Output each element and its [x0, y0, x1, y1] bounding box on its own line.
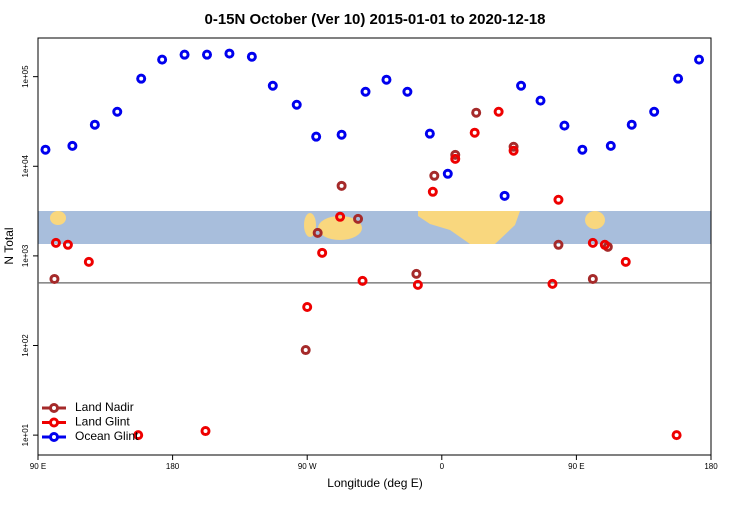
- x-tick-label: 90 W: [298, 462, 317, 471]
- point: [381, 74, 392, 85]
- point: [317, 247, 328, 258]
- point: [157, 54, 168, 65]
- x-tick-label: 90 E: [30, 462, 46, 471]
- point: [224, 48, 235, 59]
- point: [336, 129, 347, 140]
- ocean: [38, 211, 711, 244]
- point: [133, 430, 144, 441]
- point: [62, 239, 73, 250]
- point: [508, 141, 519, 152]
- point: [49, 273, 60, 284]
- point: [671, 430, 682, 441]
- point: [471, 107, 482, 118]
- point: [360, 86, 371, 97]
- point: [336, 180, 347, 191]
- plot-frame: [37, 37, 712, 456]
- series: [50, 106, 682, 441]
- legend-marker: [49, 432, 59, 442]
- x-axis-label: Longitude (deg E): [327, 476, 422, 490]
- y-tick-label: 1e+02: [21, 334, 30, 357]
- point: [499, 190, 510, 201]
- chart-title: 0-15N October (Ver 10) 2015-01-01 to 202…: [204, 11, 545, 28]
- point: [450, 153, 461, 164]
- point: [40, 144, 51, 155]
- point: [179, 49, 190, 60]
- point: [469, 127, 480, 138]
- point: [442, 168, 453, 179]
- point: [508, 145, 519, 156]
- point: [412, 279, 423, 290]
- y-tick-label: 1e+05: [21, 65, 30, 88]
- point: [553, 239, 564, 250]
- point: [493, 106, 504, 117]
- point: [427, 186, 438, 197]
- point: [353, 213, 364, 224]
- point: [83, 256, 94, 267]
- point: [516, 80, 527, 91]
- point: [300, 345, 311, 356]
- point: [535, 95, 546, 106]
- point: [112, 106, 123, 117]
- point: [201, 49, 212, 60]
- point: [626, 119, 637, 130]
- point: [246, 51, 257, 62]
- land: [418, 211, 520, 244]
- point: [311, 131, 322, 142]
- point: [136, 73, 147, 84]
- point: [411, 268, 422, 279]
- point: [577, 144, 588, 155]
- point: [291, 99, 302, 110]
- point: [357, 275, 368, 286]
- point: [649, 106, 660, 117]
- legend-label: Land Nadir: [75, 400, 134, 414]
- land: [304, 213, 316, 237]
- x-tick-label: 0: [440, 462, 445, 471]
- x-tick-label: 180: [704, 462, 718, 471]
- legend-marker: [49, 403, 59, 413]
- point: [559, 120, 570, 131]
- point: [335, 211, 346, 222]
- point: [312, 227, 323, 238]
- land: [585, 211, 605, 229]
- point: [450, 149, 461, 160]
- point: [402, 86, 413, 97]
- point: [50, 237, 61, 248]
- point: [89, 119, 100, 130]
- point: [267, 80, 278, 91]
- point: [200, 426, 211, 437]
- point: [429, 170, 440, 181]
- x-tick-label: 90 E: [568, 462, 584, 471]
- point: [587, 273, 598, 284]
- point: [605, 140, 616, 151]
- y-tick-label: 1e+04: [21, 154, 30, 177]
- legend-label: Ocean Glint: [75, 429, 139, 443]
- point: [553, 194, 564, 205]
- x-tick-label: 180: [166, 462, 180, 471]
- point: [599, 239, 610, 250]
- point: [587, 237, 598, 248]
- point: [694, 54, 705, 65]
- map-band: [38, 211, 711, 244]
- point: [67, 140, 78, 151]
- series: [40, 48, 705, 201]
- point: [547, 278, 558, 289]
- legend-marker: [49, 417, 59, 428]
- y-tick-label: 1e+03: [21, 244, 30, 267]
- point: [302, 301, 313, 312]
- point: [424, 128, 435, 139]
- y-tick-label: 1e+01: [21, 423, 30, 446]
- land: [318, 216, 362, 240]
- point: [620, 256, 631, 267]
- land: [50, 211, 66, 225]
- legend-label: Land Glint: [75, 415, 130, 429]
- y-axis-label: N Total: [2, 227, 16, 264]
- point: [673, 73, 684, 84]
